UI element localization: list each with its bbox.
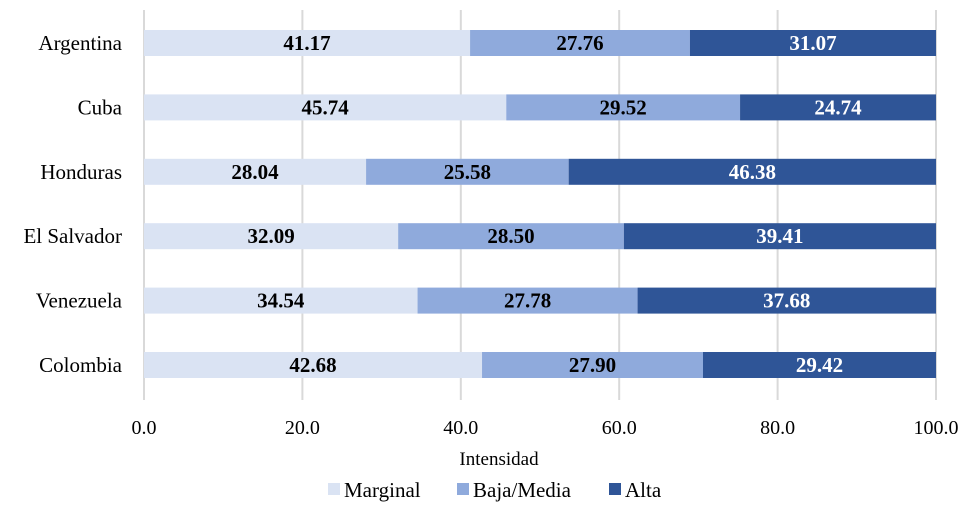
data-label: 45.74 [302, 95, 350, 119]
bar-segment-baja-media [482, 352, 703, 378]
data-label: 27.78 [504, 289, 551, 313]
data-label: 29.52 [600, 95, 647, 119]
bar-segment-marginal [144, 158, 367, 185]
category-label: Cuba [78, 95, 123, 119]
legend-label: Baja/Media [473, 478, 572, 502]
legend-swatch [609, 483, 621, 495]
gridlines [143, 10, 937, 400]
bar-segment-marginal [144, 287, 418, 314]
category-label: Honduras [40, 160, 122, 184]
bar-segment-alta [623, 223, 936, 250]
bar-segment-alta [740, 94, 936, 121]
bar-segment-alta [702, 352, 936, 378]
x-tick-label: 60.0 [602, 417, 637, 439]
data-label: 39.41 [756, 224, 803, 248]
bar-segment-alta [637, 287, 936, 314]
x-tick-label: 40.0 [443, 417, 478, 439]
bar-segment-marginal [144, 352, 483, 378]
x-tick-label: 0.0 [132, 417, 157, 439]
data-label: 32.09 [247, 224, 294, 248]
data-label: 29.42 [796, 353, 843, 377]
x-axis-title: Intensidad [459, 449, 539, 470]
bar-segment-marginal [144, 30, 471, 56]
category-label: El Salvador [23, 224, 122, 248]
data-label: 24.74 [814, 95, 862, 119]
x-axis-ticks: 0.0 20.0 40.0 60.0 80.0 100.0 [132, 417, 959, 439]
category-label: Argentina [38, 31, 122, 55]
data-label: 28.50 [487, 224, 534, 248]
legend-swatch [457, 483, 469, 495]
category-label: Colombia [39, 353, 123, 377]
category-labels: Argentina Cuba Honduras El Salvador Venezuel… [23, 31, 122, 377]
data-label: 42.68 [289, 353, 336, 377]
x-tick-label: 80.0 [760, 417, 795, 439]
x-tick-label: 20.0 [285, 417, 320, 439]
legend: Marginal Baja/Media Alta [328, 478, 662, 502]
data-label: 31.07 [789, 31, 836, 55]
data-label: 27.90 [569, 353, 616, 377]
bar-segment-baja-media [398, 223, 624, 250]
data-label: 37.68 [763, 289, 810, 313]
bar-segment-baja-media [366, 158, 569, 185]
data-label: 46.38 [729, 160, 776, 184]
data-label: 25.58 [444, 160, 491, 184]
bar-segment-baja-media [470, 30, 690, 56]
data-label: 27.76 [556, 31, 603, 55]
data-label: 34.54 [257, 289, 305, 313]
bar-segments: 41.17 27.76 31.07 45.74 29.52 24.74 28.04 25.58… [144, 30, 936, 378]
data-label: 28.04 [231, 160, 279, 184]
legend-swatch [328, 483, 340, 495]
bar-segment-alta [689, 30, 936, 56]
category-label: Venezuela [36, 289, 123, 313]
bar-segment-marginal [144, 94, 507, 121]
x-tick-label: 100.0 [914, 417, 959, 439]
bar-segment-alta [568, 158, 936, 185]
bar-segment-marginal [144, 223, 399, 250]
bar-segment-baja-media [506, 94, 741, 121]
legend-label: Marginal [344, 478, 421, 502]
data-label: 41.17 [283, 31, 330, 55]
bar-segment-baja-media [417, 287, 638, 314]
legend-label: Alta [625, 478, 662, 502]
